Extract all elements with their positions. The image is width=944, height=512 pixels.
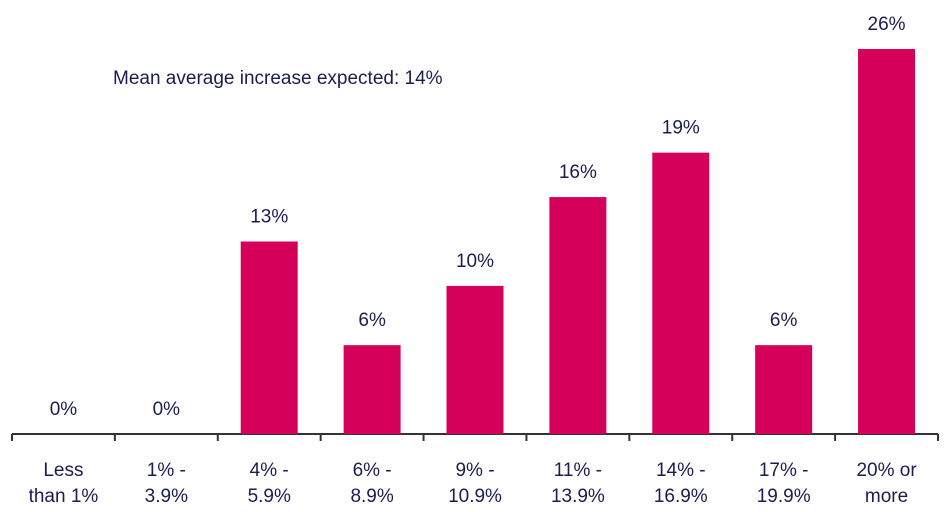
bar	[240, 241, 298, 434]
x-tick-label: 17% -19.9%	[757, 460, 811, 507]
x-tick-label: 1% -3.9%	[145, 460, 188, 507]
bar	[858, 49, 916, 434]
bar	[755, 345, 813, 434]
bar	[343, 345, 401, 434]
value-label: 0%	[50, 399, 78, 420]
value-label: 6%	[770, 310, 798, 331]
x-tick-label: 6% -8.9%	[350, 460, 393, 507]
value-label: 19%	[662, 118, 700, 139]
value-label: 0%	[153, 399, 181, 420]
value-label: 26%	[868, 14, 906, 35]
x-tick-label: 14% -16.9%	[654, 460, 708, 507]
value-label: 6%	[358, 310, 386, 331]
value-label: 10%	[456, 251, 494, 272]
bar	[652, 152, 710, 434]
x-tick-label: 4% -5.9%	[248, 460, 291, 507]
bar	[549, 197, 607, 434]
bar	[446, 285, 504, 434]
x-tick-label: Less than 1%	[29, 460, 99, 507]
annotation: Mean average increase expected: 14%	[113, 68, 443, 89]
value-label: 16%	[559, 162, 597, 183]
x-tick-label: 9% -10.9%	[448, 460, 502, 507]
x-tick-label: 20% or more	[856, 460, 917, 507]
x-tick-label: 11% -13.9%	[551, 460, 605, 507]
value-label: 13%	[250, 207, 288, 228]
